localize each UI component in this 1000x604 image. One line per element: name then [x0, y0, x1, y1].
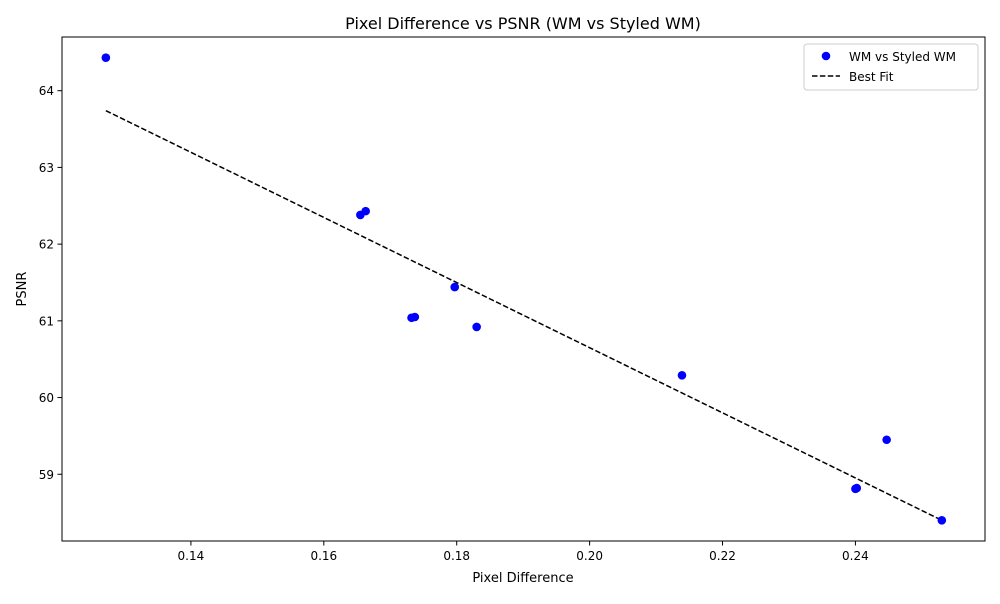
scatter-point [450, 282, 460, 292]
scatter-point [937, 515, 947, 525]
x-tick-label: 0.24 [842, 549, 869, 563]
scatter-point [677, 371, 687, 380]
y-tick-label: 61 [39, 314, 54, 328]
x-axis-label: Pixel Difference [472, 571, 573, 586]
chart-title: Pixel Difference vs PSNR (WM vs Styled W… [345, 14, 701, 33]
legend-box [803, 43, 979, 91]
best-fit-line [105, 109, 943, 521]
y-tick-label: 59 [39, 468, 54, 482]
scatter-point [472, 322, 481, 332]
legend-label: WM vs Styled WM [849, 50, 956, 64]
x-tick-label: 0.16 [310, 549, 337, 563]
scatter-point [101, 53, 111, 63]
x-tick-label: 0.20 [576, 549, 603, 563]
y-tick-label: 63 [39, 161, 54, 175]
x-tick-label: 0.18 [443, 549, 470, 563]
x-tick-label: 0.14 [178, 549, 205, 563]
legend-label: Best Fit [849, 70, 894, 84]
y-axis-label: PSNR [15, 272, 30, 307]
scatter-point [410, 312, 420, 322]
scatter-point [852, 483, 862, 493]
legend-marker [821, 51, 831, 61]
scatter-point [361, 206, 370, 216]
x-tick-label: 0.22 [709, 549, 736, 563]
y-tick-label: 60 [39, 391, 54, 405]
y-tick-label: 64 [39, 84, 54, 98]
scatter-point [882, 435, 891, 445]
legend: WM vs Styled WM Best Fit [803, 43, 979, 91]
y-tick-label: 62 [39, 238, 54, 252]
plot-frame [61, 36, 986, 542]
